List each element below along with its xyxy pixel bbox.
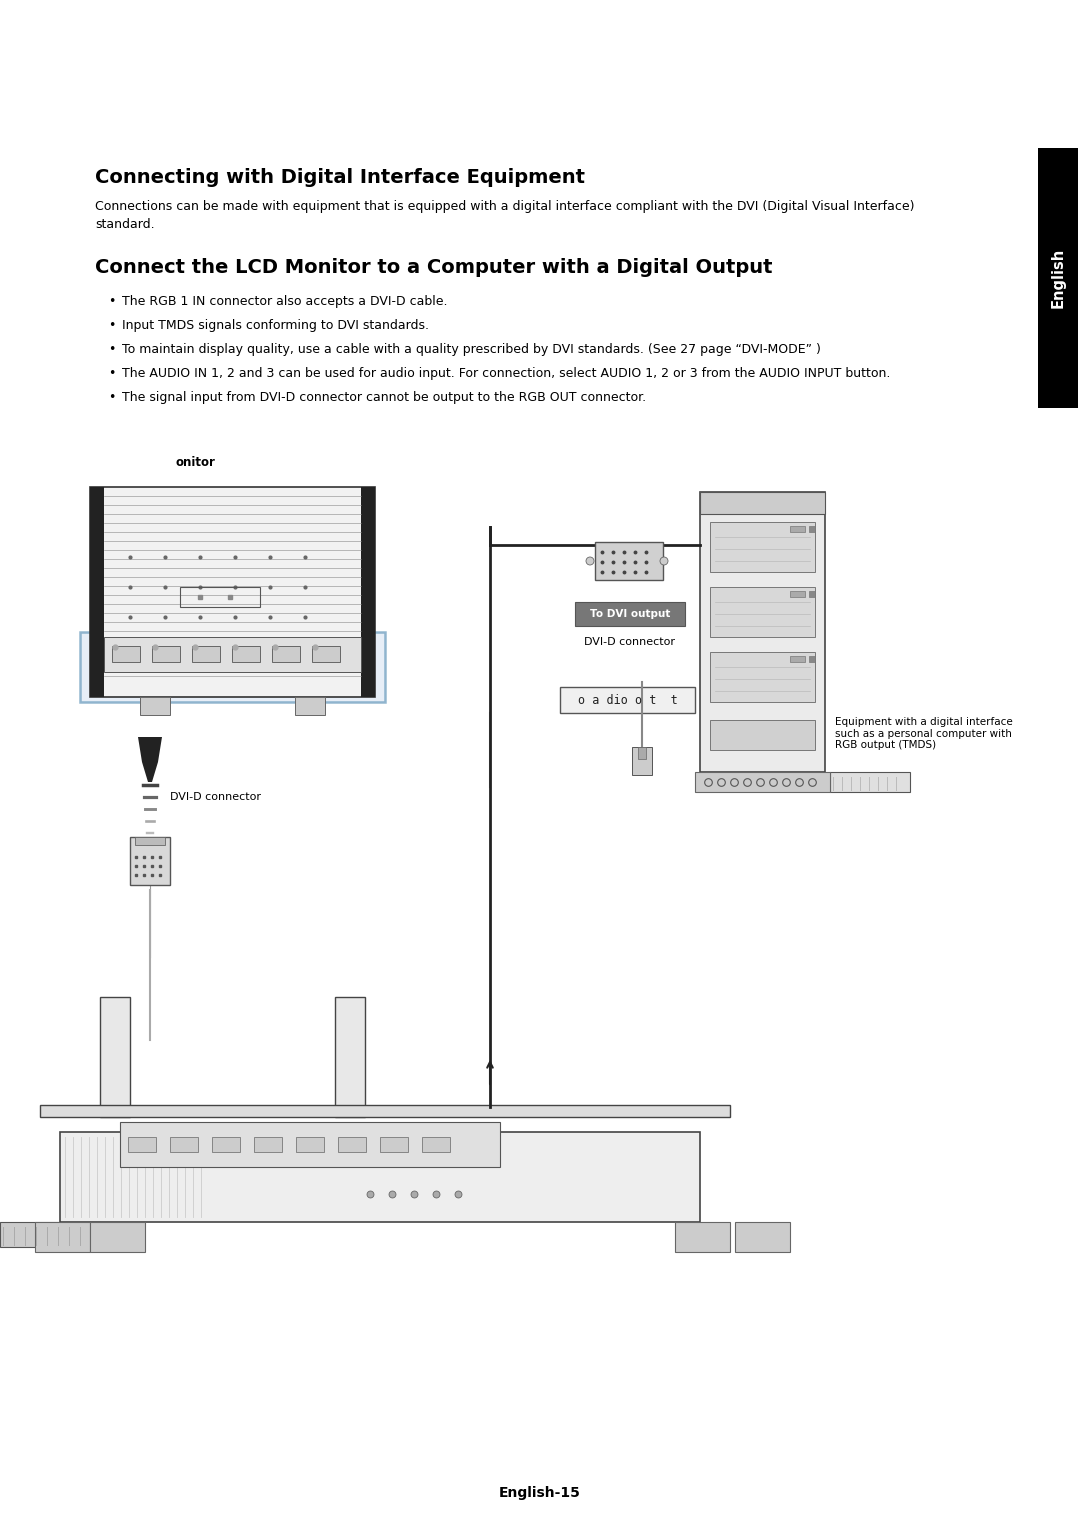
Bar xyxy=(180,586,260,608)
Text: •: • xyxy=(108,391,116,405)
Bar xyxy=(1038,148,1078,408)
Bar xyxy=(152,646,180,663)
Bar xyxy=(295,696,325,715)
Bar xyxy=(809,657,815,663)
Bar xyxy=(335,997,365,1116)
Text: •: • xyxy=(108,319,116,331)
Bar xyxy=(192,646,220,663)
Bar xyxy=(361,487,375,696)
Bar xyxy=(696,773,831,793)
Bar xyxy=(789,657,805,663)
Bar xyxy=(40,1106,730,1116)
Text: The AUDIO IN 1, 2 and 3 can be used for audio input. For connection, select AUDI: The AUDIO IN 1, 2 and 3 can be used for … xyxy=(122,366,890,380)
Text: English: English xyxy=(1051,247,1066,308)
Bar xyxy=(254,1138,282,1151)
Bar xyxy=(170,1138,198,1151)
Text: •: • xyxy=(108,366,116,380)
Polygon shape xyxy=(138,738,162,782)
Text: DVI-D connector: DVI-D connector xyxy=(584,637,675,647)
Bar xyxy=(112,646,140,663)
Bar xyxy=(710,721,815,750)
Bar xyxy=(380,1138,408,1151)
Text: Connecting with Digital Interface Equipment: Connecting with Digital Interface Equipm… xyxy=(95,168,585,186)
Bar xyxy=(35,1222,90,1252)
Text: •: • xyxy=(108,344,116,356)
Bar xyxy=(140,696,170,715)
Text: The RGB 1 IN connector also accepts a DVI-D cable.: The RGB 1 IN connector also accepts a DV… xyxy=(122,295,447,308)
Circle shape xyxy=(586,557,594,565)
Bar xyxy=(90,487,104,696)
Text: onitor: onitor xyxy=(175,457,215,469)
Text: •: • xyxy=(108,295,116,308)
Bar xyxy=(710,586,815,637)
Bar xyxy=(135,837,165,844)
Bar xyxy=(575,602,685,626)
Bar xyxy=(735,1222,789,1252)
Bar xyxy=(296,1138,324,1151)
Bar xyxy=(212,1138,240,1151)
Bar xyxy=(120,1122,500,1167)
Bar xyxy=(80,632,384,702)
Circle shape xyxy=(660,557,669,565)
Bar xyxy=(638,747,646,759)
Bar xyxy=(312,646,340,663)
Bar xyxy=(710,652,815,702)
Bar xyxy=(232,646,260,663)
Text: standard.: standard. xyxy=(95,218,154,231)
Bar xyxy=(700,492,825,773)
Text: English-15: English-15 xyxy=(499,1486,581,1500)
Bar xyxy=(272,646,300,663)
Bar xyxy=(675,1222,730,1252)
Text: To maintain display quality, use a cable with a quality prescribed by DVI standa: To maintain display quality, use a cable… xyxy=(122,344,821,356)
Bar xyxy=(0,1222,100,1248)
Text: o a dio o t  t: o a dio o t t xyxy=(578,693,677,707)
Bar xyxy=(104,637,361,672)
Bar xyxy=(90,487,375,696)
Text: The signal input from DVI-D connector cannot be output to the RGB OUT connector.: The signal input from DVI-D connector ca… xyxy=(122,391,646,405)
Bar xyxy=(700,492,825,515)
Bar xyxy=(422,1138,450,1151)
Text: Input TMDS signals conforming to DVI standards.: Input TMDS signals conforming to DVI sta… xyxy=(122,319,429,331)
Bar xyxy=(831,773,910,793)
Bar xyxy=(130,837,170,886)
Bar xyxy=(595,542,663,580)
Bar xyxy=(809,591,815,597)
Text: Connect the LCD Monitor to a Computer with a Digital Output: Connect the LCD Monitor to a Computer wi… xyxy=(95,258,772,276)
Text: Equipment with a digital interface
such as a personal computer with
RGB output (: Equipment with a digital interface such … xyxy=(835,718,1013,750)
Bar xyxy=(100,997,130,1116)
Bar xyxy=(710,522,815,573)
Bar xyxy=(632,747,652,776)
Bar xyxy=(60,1132,700,1222)
Text: Connections can be made with equipment that is equipped with a digital interface: Connections can be made with equipment t… xyxy=(95,200,915,212)
Text: To DVI output: To DVI output xyxy=(590,609,671,618)
Bar xyxy=(561,687,696,713)
Bar xyxy=(789,525,805,531)
Bar xyxy=(789,591,805,597)
Text: DVI-D connector: DVI-D connector xyxy=(170,793,261,802)
Bar xyxy=(338,1138,366,1151)
Bar xyxy=(809,525,815,531)
Bar xyxy=(90,1222,145,1252)
Bar xyxy=(129,1138,156,1151)
